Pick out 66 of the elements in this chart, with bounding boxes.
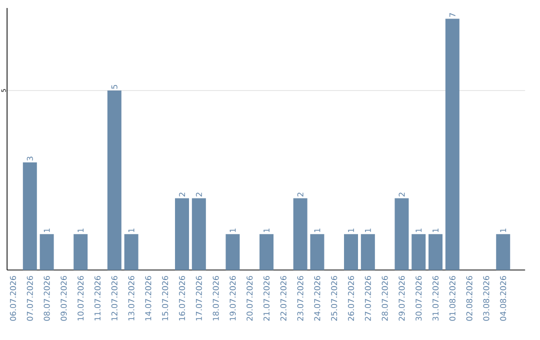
bar [412,234,426,270]
bar [175,198,190,270]
data-label: 2 [179,192,185,196]
bar [226,234,240,270]
bar [192,198,206,270]
x-tick-label: 02.08.2026 [466,276,472,321]
x-tick-label: 30.07.2026 [416,276,422,321]
data-label: 1 [128,228,134,232]
x-tick-label: 04.08.2026 [500,276,506,321]
data-label: 1 [44,228,50,232]
bar [394,198,409,270]
data-label: 1 [230,228,236,232]
data-label: 1 [500,228,506,232]
x-tick-label: 17.07.2026 [196,276,202,320]
x-tick-label: 14.07.2026 [145,276,152,320]
data-label: 2 [398,192,405,196]
data-label: 1 [432,228,438,232]
data-label: 1 [264,228,270,232]
x-tick-label: 11.07.2026 [94,276,101,320]
bar [445,18,460,270]
data-label: 1 [364,228,371,232]
x-tick-label: 03.08.2026 [483,276,490,321]
x-tick-label: 07.07.2026 [26,276,33,321]
x-tick-label: 16.07.2026 [178,276,186,320]
bar [293,198,308,270]
x-tick-label: 28.07.2026 [382,276,388,321]
x-tick-label: 20.07.2026 [246,276,253,321]
data-label: 7 [450,13,456,17]
x-tick-label: 31.07.2026 [432,276,439,321]
x-tick-label: 21.07.2026 [263,276,270,321]
data-label: 2 [196,192,202,196]
x-tick-label: 24.07.2026 [314,276,320,321]
data-label: 1 [348,228,354,232]
x-tick-label: 26.07.2026 [348,276,354,321]
x-tick-label: 15.07.2026 [162,276,168,320]
data-label: 2 [297,192,304,196]
bar [107,90,122,270]
bar [428,234,443,270]
x-tick-label: 29.07.2026 [398,276,405,321]
x-tick-label: 08.07.2026 [44,276,50,321]
data-label: 3 [26,156,33,161]
bar [310,234,324,270]
x-tick-label: 01.08.2026 [449,276,456,321]
x-tick-label: 23.07.2026 [297,276,304,321]
bar [22,162,37,270]
x-tick-label: 18.07.2026 [212,276,219,320]
bar [360,234,375,270]
x-tick-label: 06.07.2026 [10,276,16,321]
bar [74,234,88,270]
bar [40,234,54,270]
data-label: 1 [416,228,422,232]
x-tick-label: 19.07.2026 [230,276,236,320]
x-tick-label: 09.07.2026 [60,276,67,321]
x-tick-label: 12.07.2026 [111,276,118,320]
x-tick-label: 22.07.2026 [280,276,286,321]
bar [124,234,138,270]
data-label: 1 [78,228,84,232]
bar [260,234,274,270]
x-tick-label: 13.07.2026 [128,276,134,320]
x-tick-label: 27.07.2026 [364,276,371,321]
x-tick-label: 10.07.2026 [78,276,84,320]
bar [496,234,510,270]
data-label: 5 [111,84,118,89]
x-tick-label: 25.07.2026 [331,276,338,321]
bar [344,234,358,270]
data-label: 1 [314,228,320,232]
